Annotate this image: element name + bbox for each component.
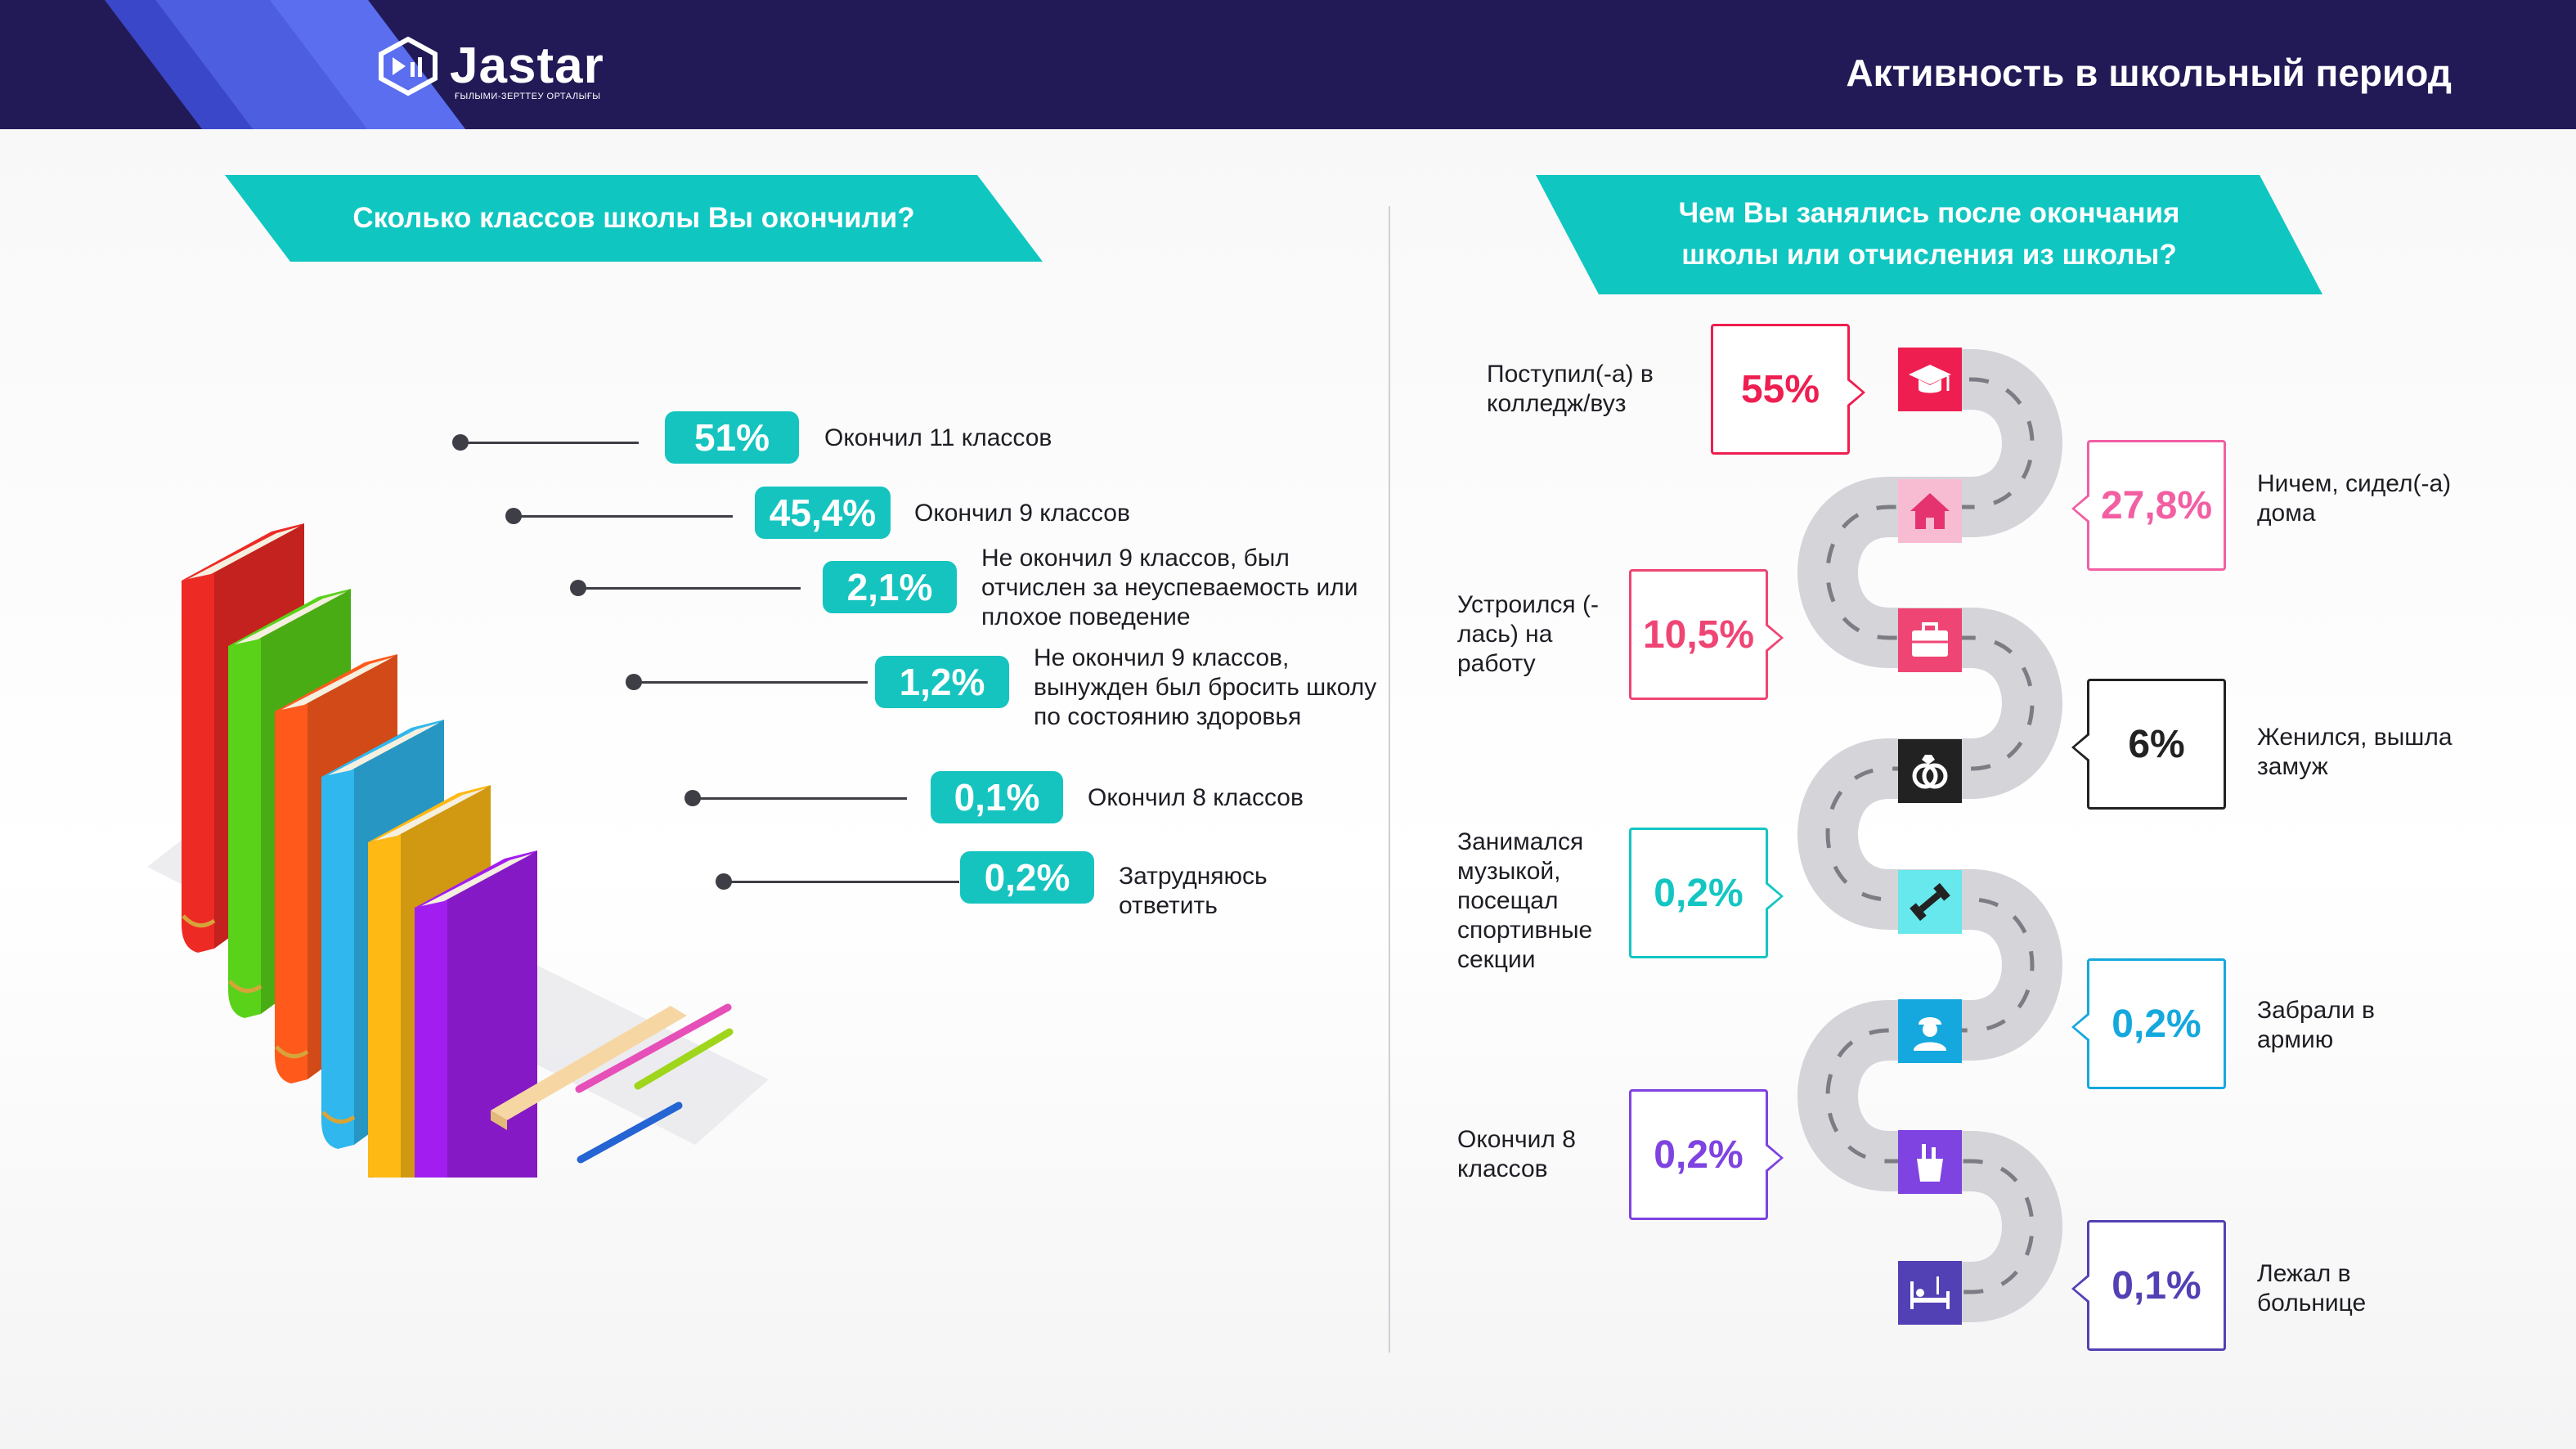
stat-value: 0,2% xyxy=(2112,1002,2201,1046)
hospital-bed-icon xyxy=(1898,1261,1962,1325)
legend-label: Не окончил 9 классов, был отчислен за не… xyxy=(981,545,1358,630)
box-pointer xyxy=(2071,1012,2089,1043)
stat-value: 0,2% xyxy=(1654,871,1744,915)
legend-label: Затрудняюсь ответить xyxy=(1119,863,1268,919)
percent-tag: 45,4% xyxy=(755,487,891,539)
box-pointer xyxy=(1766,881,1784,912)
stat-label: Лежал в больнице xyxy=(2257,1260,2367,1317)
box-pointer xyxy=(1847,377,1865,408)
stat-label: Окончил 8 классов xyxy=(1457,1126,1576,1182)
wedding-rings-icon xyxy=(1898,739,1962,803)
stat-value: 27,8% xyxy=(2100,483,2213,527)
stat-value: 6% xyxy=(2128,722,2185,766)
leader-line xyxy=(693,797,907,800)
dumbbell-icon xyxy=(1898,870,1962,934)
box-pointer xyxy=(2071,1273,2089,1304)
percent-tag: 1,2% xyxy=(875,656,1009,708)
stat-box: 0,2% xyxy=(1629,828,1784,958)
logo-subtitle: ҒЫЛЫМИ-ЗЕРТТЕУ ОРТАЛЫҒЫ xyxy=(455,92,601,101)
leader-line xyxy=(460,442,639,444)
box-pointer xyxy=(2071,732,2089,763)
home-icon xyxy=(1898,479,1962,543)
box-pointer xyxy=(2071,493,2089,524)
leader-line xyxy=(578,587,801,590)
legend-label: Окончил 11 классов xyxy=(824,424,1052,451)
stat-label: Занимался музыкой, посещал спортивные се… xyxy=(1457,828,1593,973)
percent-tag: 0,2% xyxy=(960,851,1094,904)
stat-box: 27,8% xyxy=(2071,440,2226,571)
soldier-icon xyxy=(1898,999,1962,1063)
percent-tag: 0,1% xyxy=(931,771,1063,823)
header-bar: Jastar ҒЫЛЫМИ-ЗЕРТТЕУ ОРТАЛЫҒЫ Активност… xyxy=(0,0,2576,129)
stat-box: 6% xyxy=(2071,679,2226,810)
winding-road xyxy=(1797,349,2062,1322)
stat-value: 0,2% xyxy=(1654,1133,1744,1177)
briefcase-icon xyxy=(1898,608,1962,672)
stat-box: 10,5% xyxy=(1629,569,1784,700)
page-title: Активность в школьный период xyxy=(1846,52,2452,94)
pencil-cup-icon xyxy=(1898,1130,1962,1194)
legend-label: Не окончил 9 классов, вынужден был броси… xyxy=(1034,644,1377,730)
percent-tag: 51% xyxy=(665,411,799,464)
stat-value: 55% xyxy=(1740,367,1820,411)
pencil-icon xyxy=(575,1003,732,1093)
left-question-ribbon: Сколько классов школы Вы окончили? xyxy=(225,175,1043,262)
stat-box: 0,2% xyxy=(2071,958,2226,1089)
right-question-ribbon: Чем Вы занялись после окончания школы ил… xyxy=(1536,175,2322,294)
graduation-cap-icon xyxy=(1898,348,1962,411)
leader-line xyxy=(514,515,733,518)
percent-tag: 2,1% xyxy=(823,561,957,613)
right-question-text: Чем Вы занялись после окончания школы ил… xyxy=(1678,197,2180,271)
logo: Jastar xyxy=(378,36,604,96)
legend-label: Окончил 8 классов xyxy=(1088,784,1304,811)
stat-label: Устроился (-лась) на работу xyxy=(1457,591,1599,677)
box-pointer xyxy=(1766,622,1784,653)
books-illustration xyxy=(147,523,769,1178)
stat-box: 0,2% xyxy=(1629,1089,1784,1220)
pencil-icon xyxy=(634,1028,734,1090)
stat-label: Женился, вышла замуж xyxy=(2257,724,2453,780)
pencil-icon xyxy=(577,1101,683,1164)
column-divider xyxy=(1389,206,1390,1353)
stat-value: 10,5% xyxy=(1642,612,1755,657)
leader-line xyxy=(724,881,959,883)
stat-label: Забрали в армию xyxy=(2257,997,2375,1053)
leader-line xyxy=(634,681,868,684)
stat-value: 0,1% xyxy=(2112,1263,2201,1308)
legend-label: Окончил 9 классов xyxy=(914,500,1130,527)
jastar-logo-icon xyxy=(379,36,438,96)
stat-box: 55% xyxy=(1711,324,1865,455)
stat-label: Ничем, сидел(-а) дома xyxy=(2257,470,2452,527)
ruler xyxy=(491,1006,687,1130)
logo-wordmark: Jastar xyxy=(450,38,604,94)
book xyxy=(415,850,537,1178)
stat-label: Поступил(-а) в колледж/вуз xyxy=(1487,361,1654,417)
stat-box: 0,1% xyxy=(2071,1220,2226,1351)
box-pointer xyxy=(1766,1142,1784,1173)
left-question-text: Сколько классов школы Вы окончили? xyxy=(352,201,915,234)
